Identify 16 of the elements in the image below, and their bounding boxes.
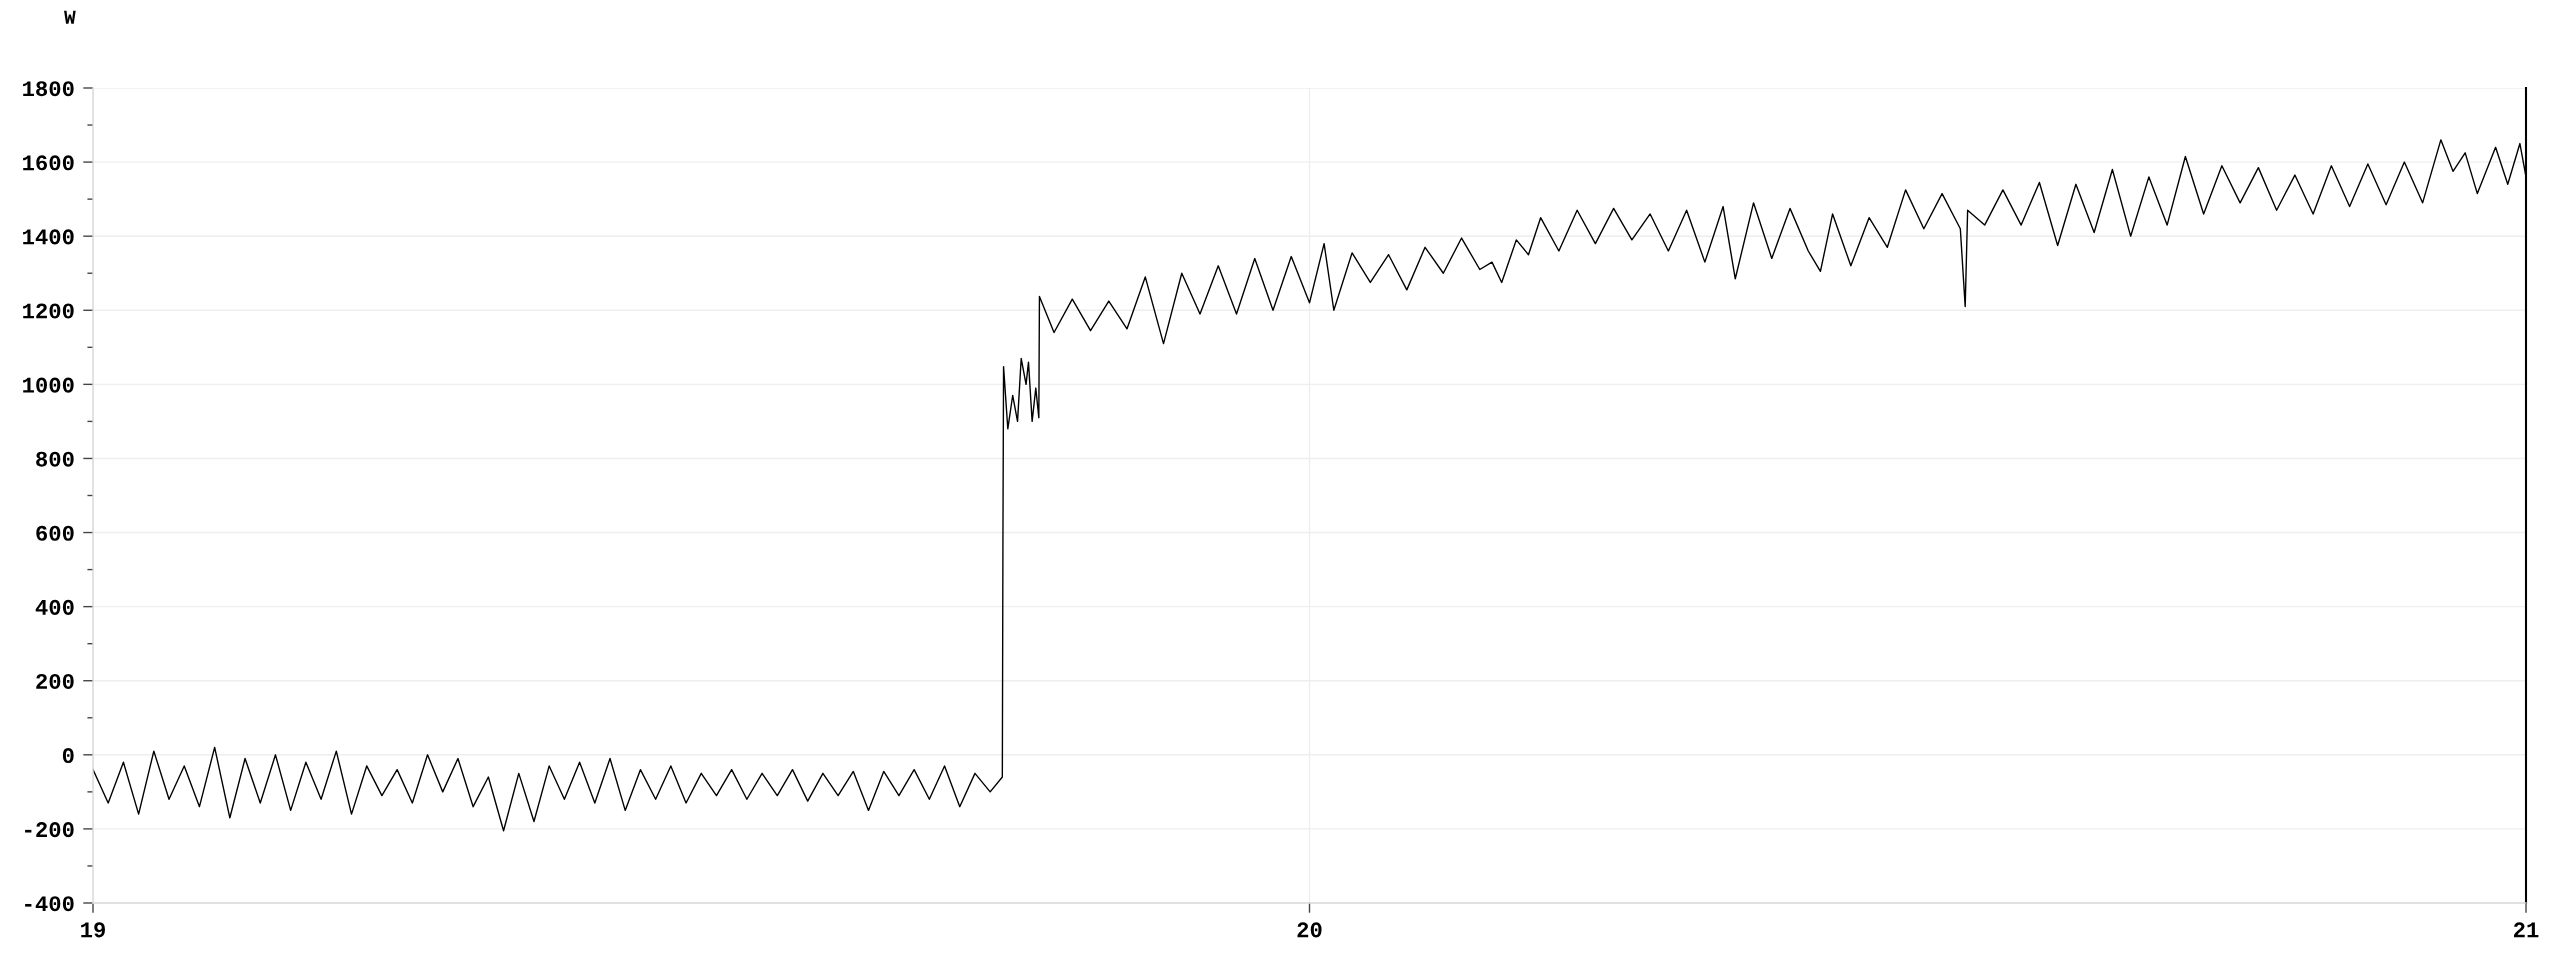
x-tick-label: 21 bbox=[2514, 922, 2539, 938]
y-tick-label: -400 bbox=[25, 896, 74, 912]
y-tick-label: 1600 bbox=[23, 155, 74, 171]
x-tick-label: 19 bbox=[81, 922, 105, 938]
y-tick-label: 200 bbox=[36, 673, 74, 689]
y-tick-label: 0 bbox=[62, 748, 74, 764]
y-tick-label: 800 bbox=[36, 451, 74, 467]
y-axis-title: W bbox=[64, 10, 76, 24]
y-tick-label: 1800 bbox=[23, 81, 74, 97]
y-tick-label: 1200 bbox=[23, 303, 74, 319]
y-tick-label: 400 bbox=[35, 599, 74, 615]
y-tick-label: 600 bbox=[36, 525, 74, 541]
x-tick-label: 20 bbox=[1297, 922, 1322, 938]
y-tick-label: 1400 bbox=[23, 229, 74, 245]
y-tick-label: -200 bbox=[25, 822, 74, 838]
y-tick-label: 1000 bbox=[23, 377, 74, 393]
